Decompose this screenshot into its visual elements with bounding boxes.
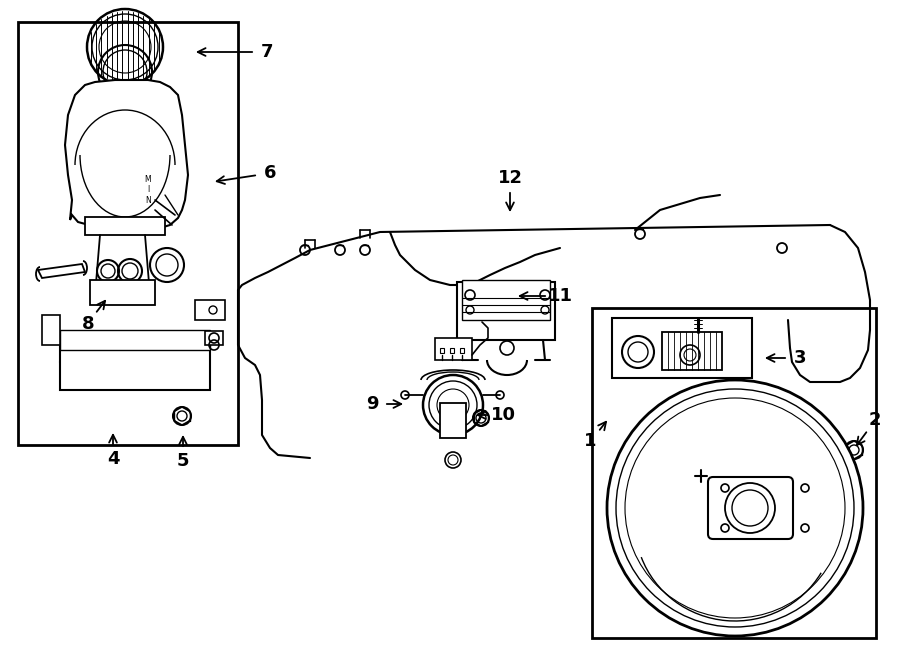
Bar <box>60 330 210 350</box>
Bar <box>462 280 550 320</box>
Circle shape <box>60 344 96 380</box>
Bar <box>90 280 155 305</box>
Text: 11: 11 <box>547 287 572 305</box>
Text: 2: 2 <box>868 411 881 430</box>
Bar <box>662 332 722 370</box>
Circle shape <box>801 524 809 532</box>
Circle shape <box>725 483 775 533</box>
Text: 8: 8 <box>81 315 94 332</box>
Text: 6: 6 <box>264 164 276 182</box>
Bar <box>440 403 466 438</box>
Circle shape <box>628 342 648 362</box>
Bar <box>85 217 165 235</box>
Polygon shape <box>65 80 188 230</box>
Circle shape <box>607 380 863 636</box>
Polygon shape <box>38 264 85 278</box>
Circle shape <box>721 524 729 532</box>
Text: M
I
N: M I N <box>145 175 151 205</box>
Bar <box>612 318 752 378</box>
Bar <box>450 348 454 353</box>
Text: 7: 7 <box>261 43 274 61</box>
Bar <box>42 315 60 345</box>
FancyBboxPatch shape <box>708 477 793 539</box>
Circle shape <box>96 344 124 372</box>
Bar <box>205 331 223 345</box>
Text: 1: 1 <box>584 432 597 450</box>
Bar <box>18 22 238 445</box>
Circle shape <box>423 375 483 435</box>
Bar <box>460 348 464 353</box>
Text: 3: 3 <box>794 349 806 367</box>
Circle shape <box>75 359 81 365</box>
Bar <box>435 338 472 360</box>
Bar <box>457 282 555 340</box>
Bar <box>195 300 225 320</box>
Text: 5: 5 <box>176 452 189 470</box>
Text: 12: 12 <box>498 169 523 187</box>
Bar <box>440 348 444 353</box>
Bar <box>592 308 876 638</box>
Bar <box>60 345 210 390</box>
Circle shape <box>680 345 700 365</box>
Circle shape <box>801 484 809 492</box>
Text: 9: 9 <box>365 395 378 413</box>
Text: 10: 10 <box>491 406 516 424</box>
Text: 4: 4 <box>107 450 119 468</box>
Circle shape <box>845 441 863 459</box>
Circle shape <box>622 336 654 368</box>
Circle shape <box>721 484 729 492</box>
